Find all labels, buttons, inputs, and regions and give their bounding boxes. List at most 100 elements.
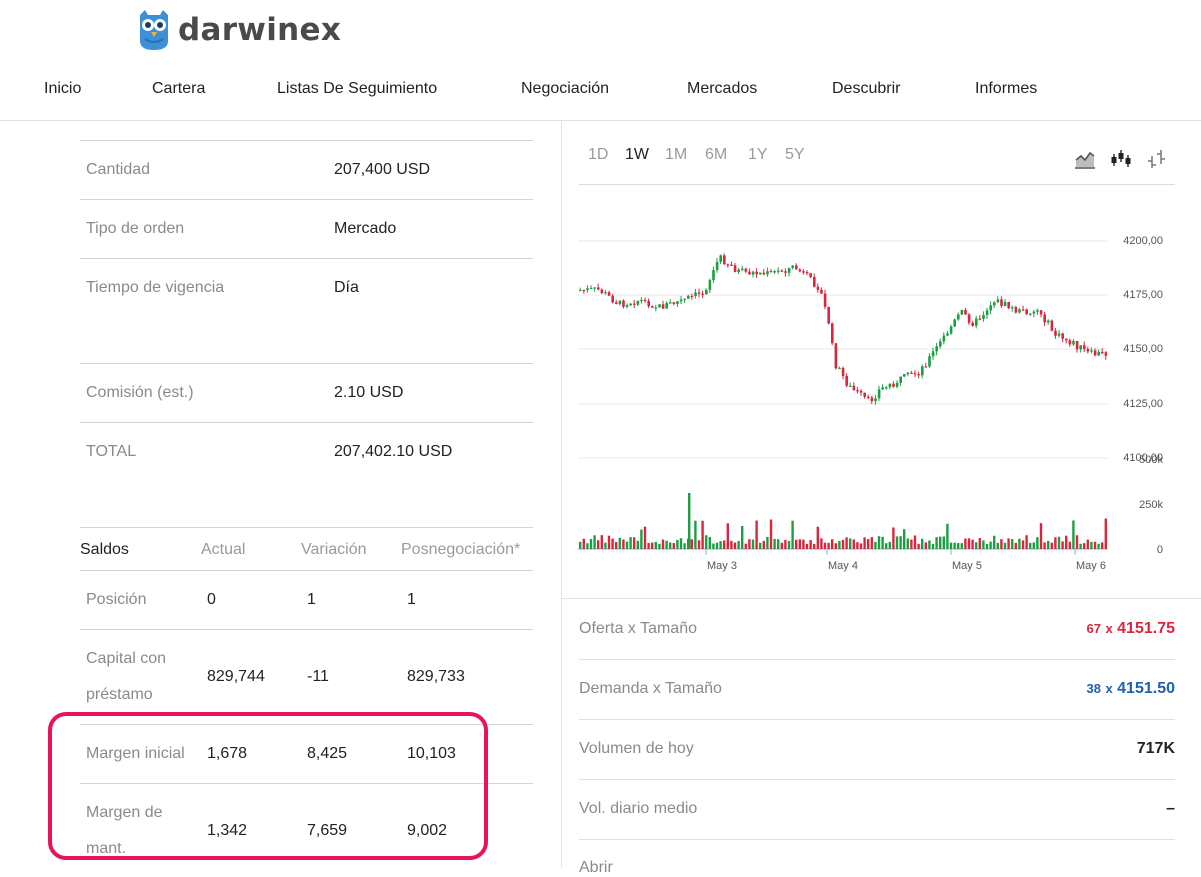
candle-body [726, 264, 730, 266]
volume-bar [913, 535, 917, 549]
candle-body [859, 390, 863, 393]
volume-bar [586, 543, 589, 549]
candle-body [625, 305, 629, 307]
volume-bar [1003, 542, 1007, 549]
candle-body [1065, 338, 1068, 341]
candle-body [928, 356, 931, 367]
candle-body [996, 299, 1000, 303]
ask-price: 4151.75 [1117, 620, 1175, 637]
volume-bar [1061, 541, 1064, 549]
volume-bar [741, 525, 744, 549]
candle-body [1003, 301, 1007, 306]
range-tab-1d[interactable]: 1D [588, 146, 609, 163]
candle-body [881, 387, 884, 390]
range-tab-5y[interactable]: 5Y [785, 146, 805, 163]
candle-body [640, 299, 643, 302]
volume-bar [1097, 543, 1100, 549]
volume-tick-label: 0 [1157, 544, 1163, 556]
bid-price: 4151.50 [1117, 680, 1175, 697]
nav-item-cartera[interactable]: Cartera [152, 80, 206, 97]
range-tab-1m[interactable]: 1M [665, 146, 688, 163]
candle-body [589, 287, 593, 290]
volume-bar [928, 540, 931, 549]
volume-bar [669, 542, 672, 549]
volume-bar [1043, 542, 1046, 549]
nav-item-informes[interactable]: Informes [975, 80, 1038, 97]
candle-body [737, 269, 740, 273]
volume-bar [989, 541, 992, 549]
candle-body [939, 341, 942, 347]
volume-bar [633, 537, 636, 549]
price-tick-label: 4150,00 [1123, 343, 1163, 355]
candle-body [993, 302, 996, 306]
volume-bar [640, 529, 643, 549]
volume-bar [665, 540, 668, 549]
volume-bar [993, 535, 996, 549]
volume-bar [953, 542, 956, 549]
volume-bar [946, 523, 949, 549]
ohlc-bars-icon[interactable] [1146, 148, 1168, 170]
volume-bar [1068, 541, 1071, 549]
candle-body [982, 314, 985, 319]
nav-item-inicio[interactable]: Inicio [44, 80, 82, 97]
candle-body [701, 293, 704, 295]
volume-bar [1032, 542, 1035, 549]
balances-header-saldos: Saldos [80, 541, 129, 558]
volume-bar [874, 541, 877, 549]
volume-bar [651, 542, 654, 549]
order-value-cantidad: 207,400 USD [334, 161, 431, 178]
candle-body [607, 292, 611, 296]
volume-tick-label: 500k [1139, 454, 1163, 466]
nav-item-descubrir[interactable]: Descubrir [832, 80, 901, 97]
candle-body [949, 326, 953, 334]
area-chart-icon[interactable] [1074, 148, 1096, 170]
volume-bar [1021, 540, 1025, 549]
candle-body [967, 314, 971, 323]
volume-bar [852, 539, 855, 549]
candle-body [971, 322, 974, 326]
candle-body [597, 287, 600, 290]
darwinex-logo[interactable]: darwinex [136, 8, 341, 52]
nav-item-mercados[interactable]: Mercados [687, 80, 758, 97]
candle-body [795, 265, 798, 270]
candle-body [1025, 309, 1028, 315]
volume-bar [791, 520, 794, 549]
balances-actual: 0 [207, 591, 216, 608]
volume-bar [759, 542, 762, 549]
candle-body [1021, 309, 1025, 311]
volume-bar [942, 536, 945, 549]
volume-bar [985, 543, 989, 549]
nav-item-listas[interactable]: Listas De Seguimiento [277, 80, 438, 97]
candle-body [582, 289, 586, 292]
candle-body [579, 289, 582, 292]
nav-item-negociacion[interactable]: Negociación [521, 80, 610, 97]
volume-bar [715, 542, 719, 549]
volume-bar [971, 539, 974, 549]
candle-body [809, 273, 812, 277]
volume-bar [903, 529, 906, 549]
candle-body [1061, 333, 1064, 339]
volume-bar [769, 519, 773, 549]
candle-body [643, 299, 647, 302]
quote-value-volumen: 717K [1136, 740, 1175, 757]
volume-bar [607, 535, 611, 549]
chart-header-divider [579, 184, 1175, 185]
range-tab-1w[interactable]: 1W [625, 146, 649, 163]
candlestick-icon[interactable] [1110, 148, 1132, 170]
candle-body [849, 385, 852, 387]
volume-bar [600, 535, 603, 549]
volume-bar [618, 537, 621, 549]
volume-bar [895, 536, 899, 549]
range-tab-6m[interactable]: 6M [705, 146, 728, 163]
volume-bar [1025, 535, 1028, 549]
volume-bar [939, 536, 942, 549]
balances-label-margen-inicial: Margen inicial [86, 745, 185, 762]
candle-body [762, 272, 766, 275]
volume-bar [697, 540, 701, 549]
candle-body [863, 392, 866, 397]
candle-body [823, 293, 827, 307]
candle-body [777, 270, 780, 272]
range-tab-1y[interactable]: 1Y [748, 146, 768, 163]
candle-body [935, 346, 938, 352]
